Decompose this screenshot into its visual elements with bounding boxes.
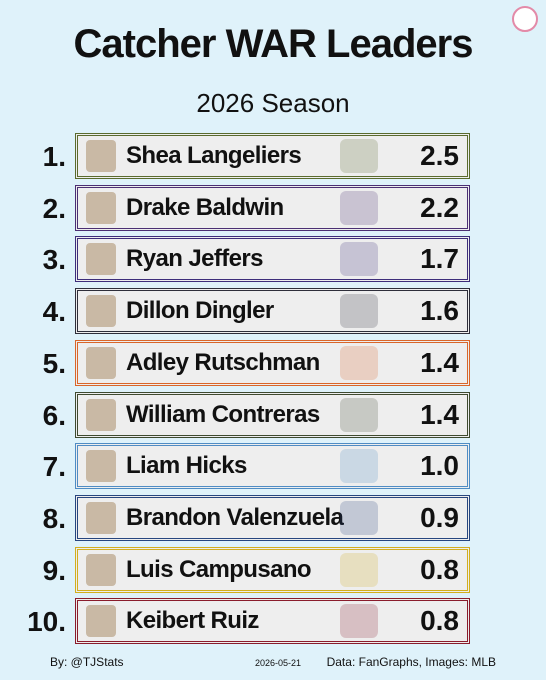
- rank: 3.: [42, 244, 66, 276]
- rank: 1.: [42, 141, 66, 172]
- row-box: William Contreras 1.4: [75, 391, 470, 438]
- headshot: [86, 295, 116, 328]
- rank: 9.: [42, 554, 66, 586]
- team-logo: [340, 604, 378, 639]
- team-logo: [340, 397, 378, 432]
- player-name: Shea Langeliers: [126, 142, 302, 169]
- brand-logo: [512, 6, 538, 32]
- source: Data: FanGraphs, Images: MLB: [326, 655, 496, 669]
- row-box: Liam Hicks 1.0: [75, 443, 470, 490]
- rank: 8.: [42, 502, 66, 534]
- war-value: 1.4: [420, 346, 459, 378]
- war-value: 1.4: [420, 398, 459, 430]
- player-name: Liam Hicks: [126, 452, 247, 480]
- team-logo: [340, 139, 378, 173]
- war-value: 0.8: [420, 605, 459, 637]
- team-logo: [340, 190, 378, 225]
- headshot: [86, 191, 116, 224]
- player-name: Keibert Ruiz: [126, 607, 259, 635]
- rank: 7.: [42, 451, 66, 483]
- rank: 6.: [42, 399, 66, 431]
- team-logo: [340, 552, 378, 587]
- headshot: [86, 346, 116, 379]
- war-value: 0.8: [420, 553, 459, 585]
- row-box: Brandon Valenzuela 0.9: [75, 494, 470, 541]
- headshot: [86, 553, 116, 586]
- row-box: Keibert Ruiz 0.8: [75, 598, 470, 645]
- subtitle: 2026 Season: [196, 88, 350, 118]
- rank: 10.: [27, 606, 66, 638]
- player-name: Drake Baldwin: [126, 193, 284, 221]
- player-name: Dillon Dingler: [126, 297, 274, 325]
- headshot: [86, 140, 116, 172]
- war-value: 2.2: [420, 191, 459, 223]
- rank: 2.: [42, 192, 66, 224]
- headshot: [86, 398, 116, 431]
- headshot: [86, 450, 116, 483]
- player-name: Luis Campusano: [126, 555, 312, 583]
- war-value: 1.0: [420, 450, 459, 482]
- rank: 4.: [42, 296, 66, 328]
- war-value: 1.7: [420, 243, 459, 275]
- row-box: Dillon Dingler 1.6: [75, 288, 470, 335]
- player-name: Ryan Jeffers: [126, 245, 263, 273]
- row-box: Adley Rutschman 1.4: [75, 339, 470, 386]
- team-logo: [340, 449, 378, 484]
- headshot: [86, 501, 116, 534]
- war-value: 1.6: [420, 295, 459, 327]
- row-box: Shea Langeliers 2.5: [75, 133, 470, 179]
- player-name: Brandon Valenzuela: [126, 503, 344, 531]
- team-logo: [340, 294, 378, 329]
- team-logo: [340, 500, 378, 535]
- row-box: Drake Baldwin 2.2: [75, 184, 470, 231]
- date: 2026-05-21: [255, 658, 302, 668]
- team-logo: [340, 345, 378, 380]
- headshot: [86, 243, 116, 276]
- credit: By: @TJStats: [50, 655, 124, 669]
- player-name: William Contreras: [126, 400, 320, 428]
- war-value: 2.5: [420, 140, 459, 171]
- player-name: Adley Rutschman: [126, 348, 320, 376]
- team-logo: [340, 242, 378, 277]
- war-value: 0.9: [420, 501, 459, 533]
- row-box: Ryan Jeffers 1.7: [75, 236, 470, 283]
- row-box: Luis Campusano 0.8: [75, 546, 470, 593]
- headshot: [86, 605, 116, 638]
- title: Catcher WAR Leaders: [73, 22, 474, 66]
- rank: 5.: [42, 347, 66, 379]
